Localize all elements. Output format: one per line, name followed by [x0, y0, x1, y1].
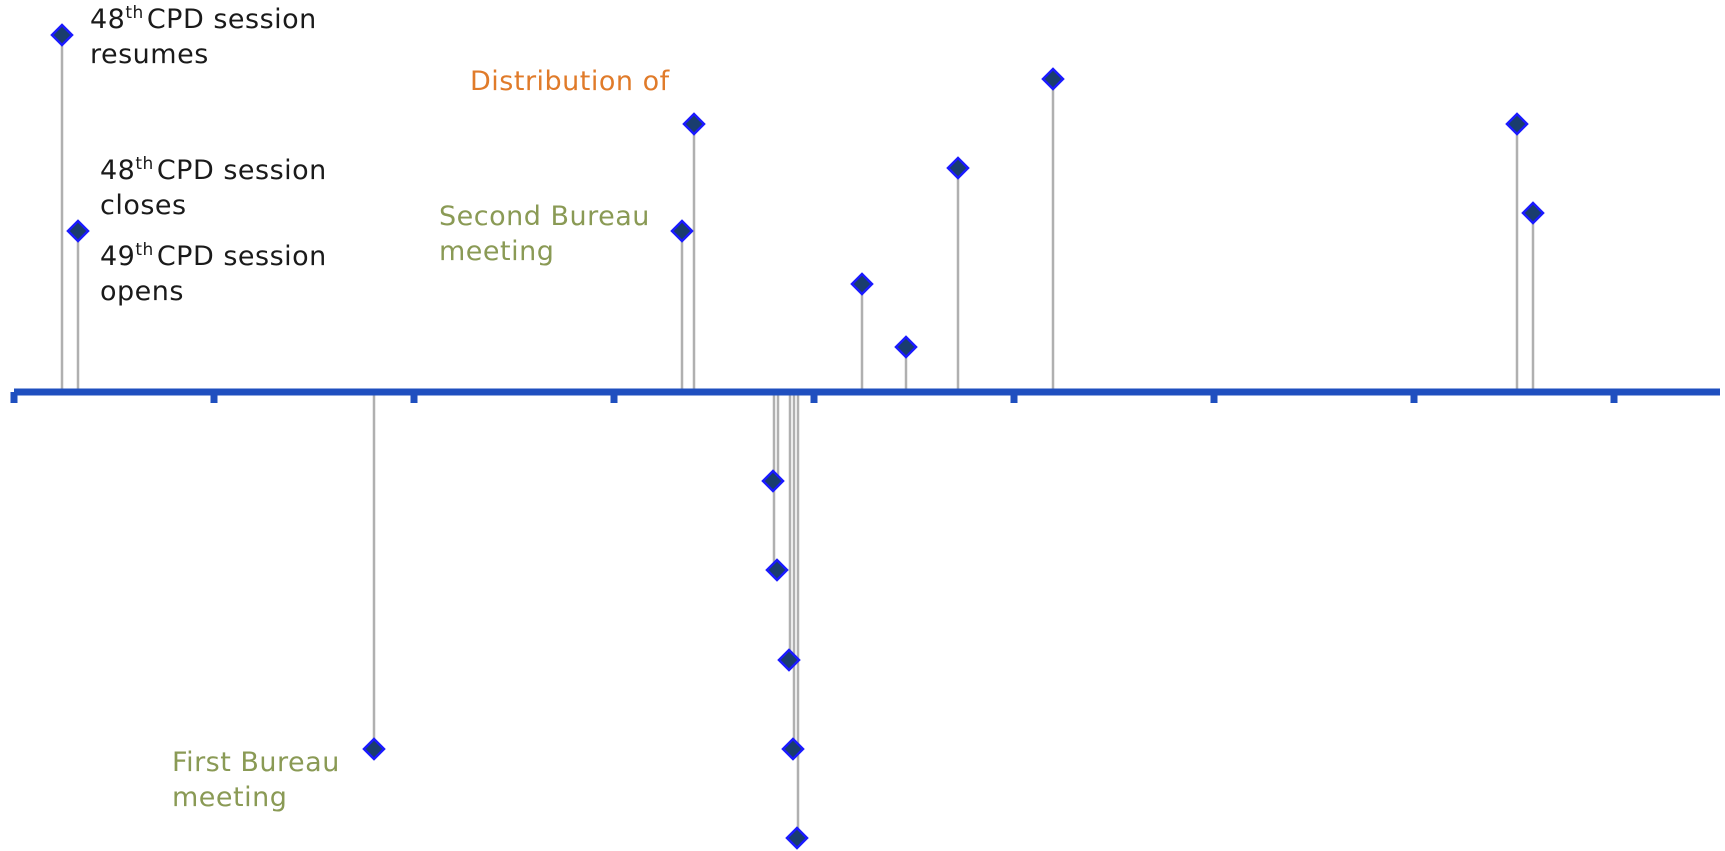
label-first-bureau-meeting: First Bureau meeting — [172, 745, 340, 815]
label-text: CPD session — [156, 155, 327, 186]
event-marker-diamond — [682, 112, 706, 136]
event-marker-diamond — [362, 737, 386, 761]
label-48th-session-resumes: 48th CPD session resumes — [90, 2, 317, 72]
ordinal-suffix: th — [125, 3, 144, 23]
event-marker-diamond — [781, 737, 805, 761]
event-marker-diamond — [66, 219, 90, 243]
axis-tick — [210, 392, 218, 403]
event-marker-diamond — [785, 826, 809, 850]
label-text: First Bureau — [172, 747, 340, 778]
event-marker-diamond — [850, 272, 874, 296]
axis-tick — [410, 392, 418, 403]
event-marker-diamond — [765, 558, 789, 582]
label-text-line2: meeting — [172, 782, 288, 813]
label-text-line2: opens — [100, 276, 184, 307]
axis-tick — [10, 392, 18, 403]
axis-tick — [810, 392, 818, 403]
ordinal-number: 48 — [90, 4, 126, 35]
event-marker-diamond — [1521, 201, 1545, 225]
axis-tick — [1010, 392, 1018, 403]
axis-tick — [1410, 392, 1418, 403]
label-text: CPD session — [146, 4, 317, 35]
label-distribution-of: Distribution of — [470, 64, 670, 99]
event-marker-diamond — [1041, 67, 1065, 91]
label-49th-session-opens: 49th CPD session opens — [100, 239, 327, 309]
label-text: Distribution of — [470, 66, 670, 97]
event-marker-diamond — [50, 23, 74, 47]
event-marker-diamond — [1505, 112, 1529, 136]
event-marker-diamond — [946, 156, 970, 180]
label-text-line2: resumes — [90, 39, 209, 70]
event-marker-diamond — [777, 648, 801, 672]
label-text: CPD session — [156, 241, 327, 272]
event-marker-diamond — [761, 469, 785, 493]
label-second-bureau-meeting: Second Bureau meeting — [439, 199, 650, 269]
axis-tick — [610, 392, 618, 403]
ordinal-suffix: th — [135, 240, 154, 260]
event-marker-diamond — [670, 219, 694, 243]
label-text-line2: meeting — [439, 236, 555, 267]
event-marker-diamond — [894, 335, 918, 359]
axis-tick — [1210, 392, 1218, 403]
ordinal-suffix: th — [135, 154, 154, 174]
axis-tick — [1610, 392, 1618, 403]
label-text-line2: closes — [100, 190, 187, 221]
ordinal-number: 49 — [100, 241, 136, 272]
label-48th-session-closes: 48th CPD session closes — [100, 153, 327, 223]
ordinal-number: 48 — [100, 155, 136, 186]
label-text: Second Bureau — [439, 201, 650, 232]
